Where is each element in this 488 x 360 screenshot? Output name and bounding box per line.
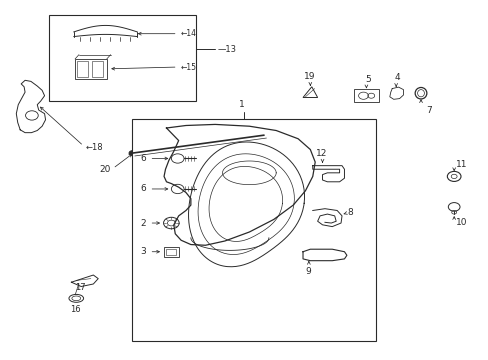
Bar xyxy=(163,247,179,257)
Bar xyxy=(92,61,102,77)
Text: 6: 6 xyxy=(140,154,146,163)
Text: 16: 16 xyxy=(70,305,81,314)
Text: 17: 17 xyxy=(75,283,85,292)
Text: —13: —13 xyxy=(217,45,236,54)
Text: 19: 19 xyxy=(304,72,315,81)
Bar xyxy=(132,119,375,341)
Text: 6: 6 xyxy=(140,184,146,193)
Text: 2: 2 xyxy=(140,219,146,228)
Bar xyxy=(353,89,378,102)
Text: ←14: ←14 xyxy=(180,29,196,38)
Text: 3: 3 xyxy=(140,247,146,256)
Text: 12: 12 xyxy=(315,149,326,158)
Text: 1: 1 xyxy=(239,100,244,109)
Text: 7: 7 xyxy=(425,106,431,115)
Circle shape xyxy=(129,150,136,156)
Text: 5: 5 xyxy=(364,75,370,84)
Bar xyxy=(166,249,176,255)
Text: ←15: ←15 xyxy=(180,63,196,72)
Text: 10: 10 xyxy=(455,218,467,227)
Bar xyxy=(77,61,88,77)
Text: 4: 4 xyxy=(393,73,399,82)
Bar xyxy=(75,59,106,79)
Text: ←18: ←18 xyxy=(86,143,103,152)
Text: 8: 8 xyxy=(346,208,352,217)
Text: 11: 11 xyxy=(455,160,467,169)
Text: 9: 9 xyxy=(305,267,310,276)
Bar xyxy=(49,15,195,101)
Text: 20: 20 xyxy=(99,165,110,174)
